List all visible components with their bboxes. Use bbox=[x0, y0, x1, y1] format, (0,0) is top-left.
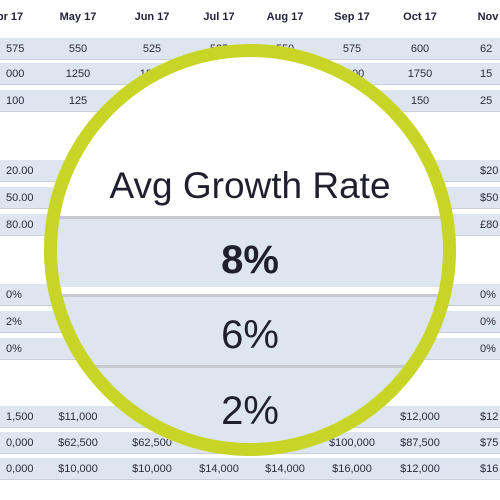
table-cell[interactable]: 0,000 bbox=[6, 463, 34, 475]
table-cell[interactable]: 15 bbox=[480, 68, 493, 80]
table-cell[interactable]: 62 bbox=[480, 43, 493, 55]
column-header[interactable]: Nov bbox=[477, 11, 499, 23]
row-divider bbox=[44, 294, 456, 297]
magnified-header-row bbox=[44, 44, 456, 216]
column-header[interactable]: Aug 17 bbox=[266, 11, 304, 23]
magnifier-lens: Avg Growth Rate 8% 6% 2% bbox=[44, 44, 456, 456]
column-header[interactable]: pr 17 bbox=[0, 11, 24, 23]
table-cell[interactable]: 80.00 bbox=[6, 219, 34, 231]
table-cell[interactable]: $75 bbox=[480, 437, 499, 449]
table-cell[interactable]: $12 bbox=[480, 411, 499, 423]
growth-rate-value: 2% bbox=[221, 389, 279, 433]
table-cell[interactable]: 100 bbox=[6, 95, 25, 107]
table-cell[interactable]: 50.00 bbox=[6, 192, 34, 204]
table-cell[interactable]: $20 bbox=[480, 165, 499, 177]
table-cell[interactable]: $10,000 bbox=[58, 463, 98, 475]
row-divider bbox=[0, 479, 500, 480]
table-cell[interactable]: 0,000 bbox=[6, 437, 34, 449]
magnified-row bbox=[44, 368, 456, 456]
table-cell[interactable]: $14,000 bbox=[199, 463, 239, 475]
row-divider bbox=[44, 216, 456, 219]
row-divider bbox=[44, 365, 456, 368]
table-cell[interactable]: $16 bbox=[480, 463, 499, 475]
table-header: pr 17 May 17 Jun 17 Jul 17 Aug 17 Sep 17… bbox=[0, 0, 500, 40]
table-cell[interactable]: £80 bbox=[480, 219, 499, 231]
table-cell[interactable]: 2% bbox=[6, 316, 22, 328]
table-cell[interactable]: 0% bbox=[6, 343, 22, 355]
table-cell[interactable]: $12,000 bbox=[400, 463, 440, 475]
column-header[interactable]: Jun 17 bbox=[134, 11, 170, 23]
table-cell[interactable]: $16,000 bbox=[332, 463, 372, 475]
growth-rate-value: 6% bbox=[221, 313, 279, 357]
table-cell[interactable]: 1,500 bbox=[6, 411, 34, 423]
magnified-row bbox=[44, 297, 456, 365]
column-header[interactable]: Oct 17 bbox=[403, 11, 437, 23]
column-header[interactable]: May 17 bbox=[59, 11, 97, 23]
table-cell[interactable]: 0% bbox=[480, 316, 496, 328]
column-header[interactable]: Sep 17 bbox=[334, 11, 370, 23]
column-header[interactable]: Jul 17 bbox=[203, 11, 235, 23]
table-row: 0,000 $10,000 $10,000 $14,000 $14,000 $16,000… bbox=[0, 458, 500, 480]
table-cell[interactable]: $14,000 bbox=[265, 463, 305, 475]
table-cell[interactable]: $50 bbox=[480, 192, 499, 204]
table-cell[interactable]: 0% bbox=[480, 343, 496, 355]
magnified-row bbox=[44, 219, 456, 287]
table-cell[interactable]: $10,000 bbox=[132, 463, 172, 475]
table-cell[interactable]: 000 bbox=[6, 68, 25, 80]
table-cell[interactable]: 575 bbox=[6, 43, 25, 55]
table-cell[interactable]: 0% bbox=[6, 289, 22, 301]
growth-rate-value: 8% bbox=[221, 238, 279, 282]
table-cell[interactable]: 20.00 bbox=[6, 165, 34, 177]
table-cell[interactable]: 25 bbox=[480, 95, 493, 107]
table-cell[interactable]: 0% bbox=[480, 289, 496, 301]
growth-rate-title: Avg Growth Rate bbox=[109, 165, 391, 206]
